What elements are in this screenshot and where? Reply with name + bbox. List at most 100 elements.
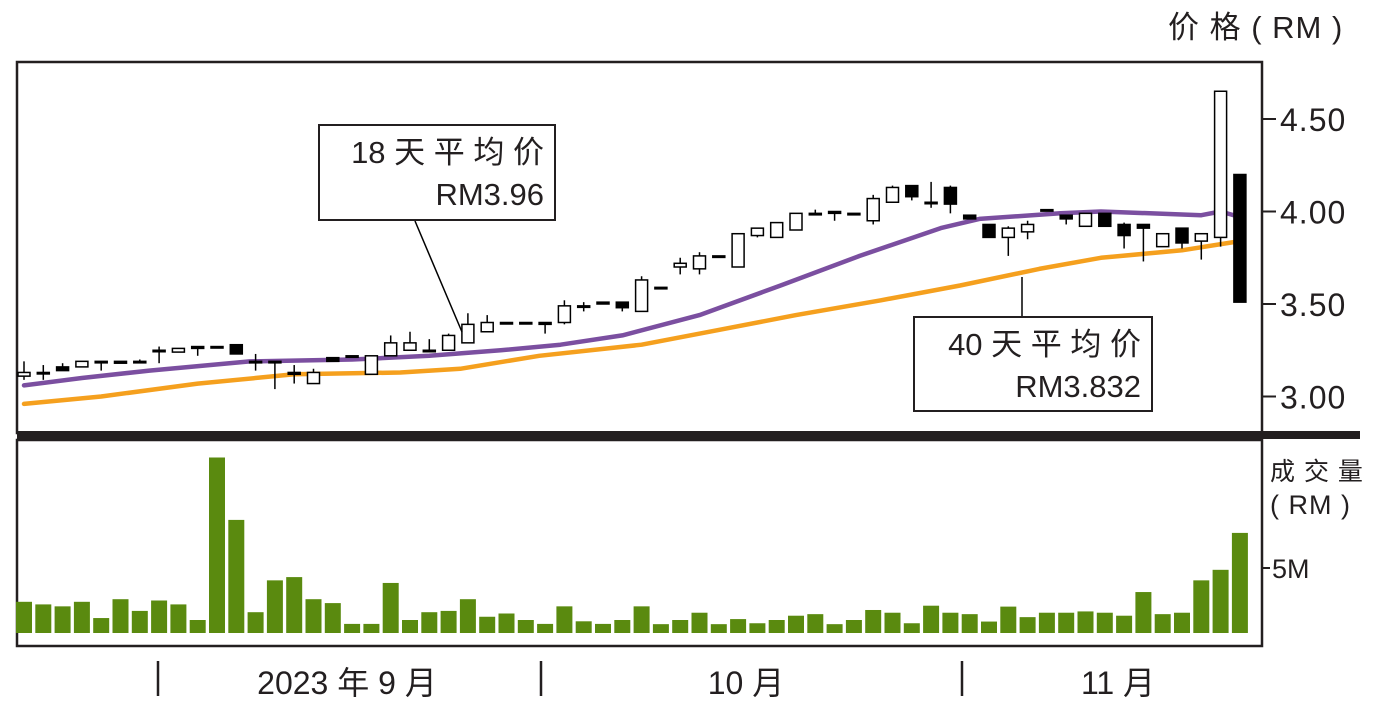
volume-bar xyxy=(382,582,399,633)
candle xyxy=(1136,223,1151,262)
candle xyxy=(943,185,958,214)
candle-body-up xyxy=(924,201,938,205)
ma18-leader-line xyxy=(414,220,463,333)
volume-bar xyxy=(93,618,110,633)
candle-body-up xyxy=(673,262,687,268)
volume-bar xyxy=(981,621,997,633)
candle xyxy=(538,321,552,334)
candle xyxy=(847,212,861,216)
candle xyxy=(962,214,977,220)
candle xyxy=(383,335,398,357)
volume-axis-label: 成 交 量 xyxy=(1270,458,1364,486)
candle-body-down xyxy=(1059,214,1073,220)
volume-bar xyxy=(1174,612,1190,633)
candle-body-up xyxy=(441,334,456,352)
volume-bar xyxy=(1135,592,1152,633)
candle xyxy=(982,223,996,239)
volume-bar xyxy=(1019,617,1036,633)
candle-body-up xyxy=(808,212,823,216)
volume-bar xyxy=(807,614,824,633)
candle-body-down xyxy=(190,345,205,350)
volume-bar xyxy=(788,615,804,633)
candle xyxy=(17,361,31,380)
candle xyxy=(692,252,707,275)
volume-bar xyxy=(672,620,689,633)
candle xyxy=(519,321,533,325)
candle-body-up xyxy=(383,342,398,357)
volume-bar xyxy=(73,601,90,633)
candle xyxy=(229,343,244,355)
candle-body-up xyxy=(345,355,359,359)
candle-body-down xyxy=(229,343,244,355)
volume-bar xyxy=(1077,611,1094,633)
candle-body-down xyxy=(538,321,552,326)
candle-body-down xyxy=(1175,227,1189,244)
candle-body-up xyxy=(17,371,31,377)
ma40-annotation-title: 40 天 平 均 价 xyxy=(948,327,1141,362)
candle xyxy=(769,221,784,239)
candle xyxy=(808,209,823,216)
candle-body-up xyxy=(403,342,417,352)
candle-body-down xyxy=(287,371,301,376)
candle-body-down xyxy=(827,210,842,215)
ma40-annotation: 40 天 平 均 价 RM3.832 xyxy=(913,316,1153,412)
volume-bar xyxy=(652,624,669,633)
candle xyxy=(133,359,147,364)
candle-body-up xyxy=(769,221,784,239)
candle-body-up xyxy=(306,371,321,385)
volume-bar xyxy=(1096,612,1113,633)
candle xyxy=(1020,220,1035,240)
x-axis-month-label: 2023 年 9 月 xyxy=(257,665,437,701)
candle-body-up xyxy=(1020,223,1035,233)
candle xyxy=(190,345,205,356)
volume-bar xyxy=(865,609,882,633)
candle-body-down xyxy=(1136,223,1151,229)
volume-bar xyxy=(691,612,708,633)
candle-body-up xyxy=(1213,90,1228,239)
volume-bar xyxy=(961,614,978,633)
candle-body-up xyxy=(634,279,649,313)
volume-bar xyxy=(1193,580,1210,633)
candle-body-up xyxy=(789,212,803,231)
price-tick-label: 4.00 xyxy=(1280,195,1346,231)
candle-body-up xyxy=(133,360,147,364)
candle-body-up xyxy=(75,360,89,368)
candle-body-up xyxy=(268,360,282,364)
volume-bar xyxy=(189,620,206,633)
candle xyxy=(731,232,745,268)
candle-body-up xyxy=(557,305,572,324)
volume-bar xyxy=(16,601,32,633)
volume-bar xyxy=(209,457,225,633)
volume-bar xyxy=(498,613,515,633)
candle-body-up xyxy=(519,321,533,325)
volume-bar xyxy=(1038,612,1055,633)
volume-bar xyxy=(1000,606,1017,633)
volume-bar xyxy=(575,621,592,633)
candle-body-down xyxy=(943,186,958,205)
candle xyxy=(866,194,880,225)
volume-bar xyxy=(556,606,573,633)
candle xyxy=(113,360,128,364)
candle-body-up xyxy=(422,349,437,353)
volume-panel-frame xyxy=(15,438,1264,648)
candle-body-up xyxy=(1194,232,1209,242)
volume-bar xyxy=(768,620,785,633)
candle xyxy=(1213,90,1228,247)
volume-bar xyxy=(537,623,554,633)
candle-body-up xyxy=(847,212,861,216)
volume-bar xyxy=(614,620,631,633)
candle xyxy=(1175,227,1189,249)
volume-bar xyxy=(35,604,52,633)
candle xyxy=(422,339,437,353)
volume-bar xyxy=(479,616,496,633)
candle xyxy=(461,313,475,344)
volume-bar xyxy=(1116,615,1133,633)
volume-bar xyxy=(845,620,862,633)
volume-bar xyxy=(595,623,611,633)
candle xyxy=(596,301,610,305)
candle xyxy=(1233,173,1247,303)
candle-body-down xyxy=(55,366,70,372)
candle xyxy=(634,276,649,313)
candle-body-up xyxy=(750,227,765,237)
